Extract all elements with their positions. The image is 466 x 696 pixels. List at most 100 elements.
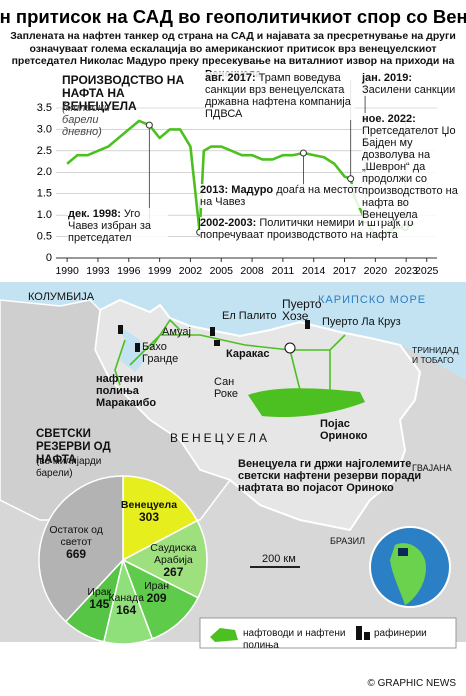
x-tick-label: 2020 <box>364 265 388 277</box>
map-label: КОЛУМБИЈА <box>28 291 95 303</box>
annotation-text: Трамп воведува санкции врз венецуелската… <box>205 72 351 120</box>
annotation-label: јан. 2019: <box>362 72 413 84</box>
pie-label: Канада 164 <box>96 592 156 616</box>
annotation: 2013: Мадуро доаѓа на местото на Чавез <box>200 184 365 208</box>
map-label: Каракас <box>226 348 270 360</box>
legend-refinery-icon <box>356 626 370 640</box>
annotation-text: Уго Чавез избран за претседател <box>68 208 152 244</box>
pie-label-value: 669 <box>66 546 87 561</box>
map-label: ВЕНЕЦУЕЛА <box>170 431 271 445</box>
map-label: КАРИПСКО МОРЕ <box>318 294 427 306</box>
legend-box <box>199 617 457 649</box>
y-tick-label: 0.5 <box>37 230 52 242</box>
legend-pipelines: нафтоводи и нафтени полиња <box>243 628 346 651</box>
pie-label-name: Иран <box>144 579 170 592</box>
legend-pipeline-icon <box>210 628 238 642</box>
globe-land <box>390 543 426 605</box>
annotation-text: Претседателот Џо Бајден му дозволува на … <box>362 125 458 221</box>
map-label: Венецуела ги држи најголемите светски на… <box>238 458 422 494</box>
annotation-text: Засилени санкции <box>362 84 456 96</box>
subtitle: Заплената на нафтен танкер од страна на … <box>10 30 456 80</box>
annotation-label: авг. 2017: <box>205 72 256 84</box>
globe-marker <box>398 548 408 556</box>
annotation-dot <box>299 149 307 157</box>
pie-label-name: Венецуела <box>120 498 178 511</box>
pie-label-name: Канада <box>108 592 144 605</box>
annotation-text: доаѓа на местото на Чавез <box>200 184 365 208</box>
x-tick-label: 2011 <box>272 265 295 277</box>
annotation-label: 2002-2003: <box>200 217 257 229</box>
chart-subtitle: (милиони барели дневно) <box>62 102 110 138</box>
x-tick-label: 1990 <box>55 265 79 277</box>
pipelines <box>114 318 346 391</box>
annotation: авг. 2017: Трамп воведува санкции врз ве… <box>205 72 355 120</box>
annotation-dot <box>347 175 355 183</box>
pie-slice <box>121 519 208 599</box>
y-tick-label: 2.5 <box>37 145 52 157</box>
map-label: Сан Роке <box>214 376 239 400</box>
lake-maracaibo <box>118 325 145 372</box>
annotation: јан. 2019: Засилени санкции <box>362 72 458 96</box>
capital-marker <box>214 340 220 346</box>
sea <box>0 282 466 380</box>
x-tick-label: 2005 <box>210 265 234 277</box>
pie-label-value: 267 <box>163 564 184 579</box>
x-tick-label: 1999 <box>148 265 172 277</box>
legend-refineries: рафинерии <box>374 628 427 639</box>
chart-title: ПРОИЗВОДСТВО НА НАФТА НА ВЕНЕЦУЕЛА <box>62 73 185 113</box>
annotation: дек. 1998: Уго Чавез избран за претседат… <box>68 208 168 244</box>
port-marker <box>284 342 296 354</box>
x-tick-label: 1996 <box>117 265 141 277</box>
title: Засилен притисок на САД во геополитичкио… <box>0 6 466 27</box>
orinoco-belt <box>248 388 365 418</box>
pie-label-value: 209 <box>146 590 167 605</box>
map-label: Ел Палито <box>222 310 277 322</box>
map-label: ГВАЈАНА <box>412 463 452 473</box>
x-tick-label: 2002 <box>179 265 203 277</box>
pie-label: Ирак 145 <box>69 586 129 610</box>
pie-label: Саудиска Арабија 267 <box>143 542 203 578</box>
x-tick-label: 1993 <box>86 265 110 277</box>
y-tick-label: 1.0 <box>37 209 52 221</box>
map-label: 200 км <box>262 553 296 565</box>
pie-slice <box>121 558 199 640</box>
pie-label-name: Остаток од светот <box>49 523 103 548</box>
pie-label: Иран 209 <box>127 580 187 604</box>
y-tick-label: 2.0 <box>37 166 52 178</box>
map-label: ТРИНИДАД И ТОБАГО <box>412 345 459 365</box>
annotation-label: ное. 2022: <box>362 113 416 125</box>
refinery-icons <box>118 320 310 352</box>
map-label: Бахо Гранде <box>142 341 179 365</box>
map-label: Појас Ориноко <box>320 418 368 442</box>
pie-label-value: 164 <box>116 603 137 618</box>
pie-subtitle: (во милијарди барели) <box>36 456 102 479</box>
colombia-shape <box>0 299 232 521</box>
credit: © GRAPHIC NEWS <box>367 678 457 689</box>
pie-label: Остаток од светот 669 <box>46 524 106 560</box>
x-tick-label: 2025 <box>415 265 439 277</box>
pie-label-name: Саудиска Арабија <box>150 541 197 566</box>
pie-label-value: 145 <box>89 597 110 612</box>
pie-slice <box>122 475 199 562</box>
pie-label-name: Ирак <box>87 586 112 599</box>
x-tick-label: 2023 <box>394 265 418 277</box>
annotation-dot <box>145 121 153 129</box>
pie-slice <box>38 475 124 623</box>
y-tick-label: 0 <box>46 252 52 264</box>
pie-label: Венецуела 303 <box>119 499 179 523</box>
y-tick-label: 3.5 <box>37 102 52 114</box>
map-label: нафтени полиња Маракаибо <box>96 373 157 409</box>
y-tick-label: 1.5 <box>37 188 52 200</box>
annotation-label: 2013: Мадуро <box>200 184 274 196</box>
x-tick-label: 2008 <box>240 265 264 277</box>
map-label: Амуај <box>162 326 191 338</box>
annotation: ное. 2022: Претседателот Џо Бајден му до… <box>362 113 458 221</box>
annotation-label: дек. 1998: <box>68 208 121 220</box>
x-tick-label: 2017 <box>333 265 357 277</box>
pie-title: СВЕТСКИ РЕЗЕРВИ ОД НАФТА <box>36 428 111 466</box>
pie-label-value: 303 <box>138 509 159 524</box>
map-label: Пуерто Ла Круз <box>322 316 401 328</box>
x-tick-label: 2014 <box>302 265 326 277</box>
